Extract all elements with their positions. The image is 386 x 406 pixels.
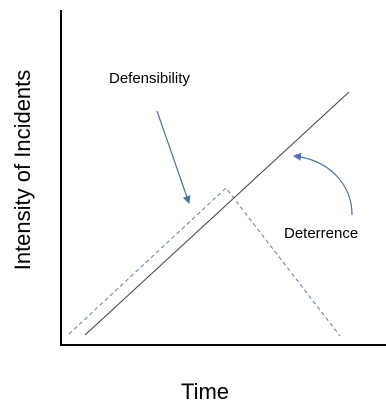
solid-trend-line [84,91,350,336]
deterrence-label: Deterrence [284,225,358,242]
y-axis-label: Intensity of Incidents [10,70,35,271]
dashed-defensibility-line [68,187,341,337]
deterrence-arrow [293,152,353,216]
x-axis-label: Time [181,379,229,404]
defensibility-arrow [156,110,191,204]
defensibility-label: Defensibility [109,70,190,87]
